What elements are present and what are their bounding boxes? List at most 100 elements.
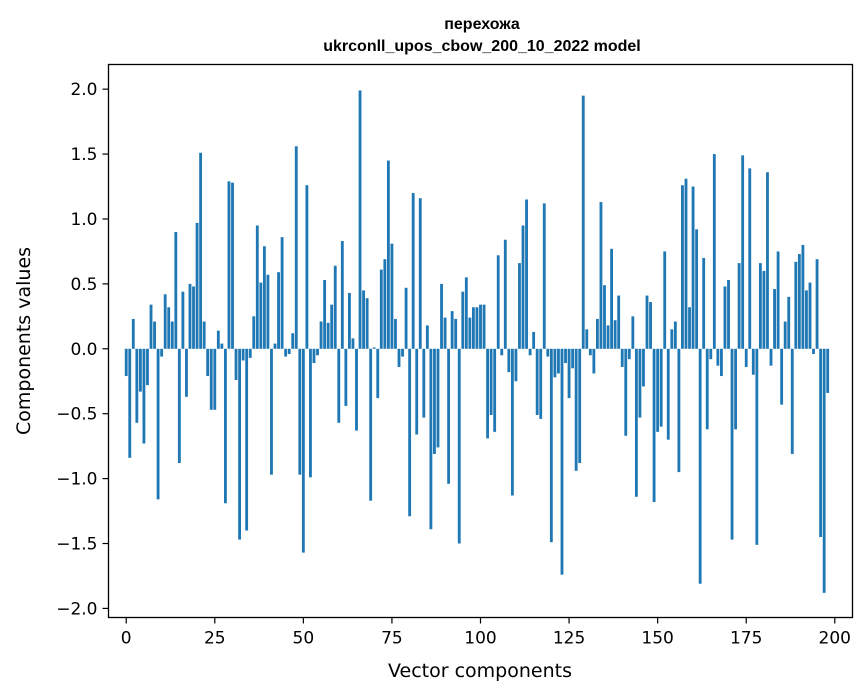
bar-191: [801, 244, 805, 349]
x-ticks: 0 25 50 75 100 125 150 175 200: [121, 617, 851, 649]
bar-63: [348, 292, 351, 349]
chart-title: перехожа: [444, 16, 520, 33]
bar-152: [663, 251, 667, 349]
bar-93: [454, 318, 458, 349]
bar-84: [422, 348, 426, 418]
bar-85: [425, 325, 429, 349]
bar-95: [461, 291, 465, 349]
bar-139: [617, 295, 621, 349]
bar-51: [305, 185, 309, 349]
x-tick-label: 0: [121, 629, 132, 649]
bar-64: [351, 338, 355, 349]
bar-50: [301, 348, 305, 553]
bar-44: [280, 237, 284, 349]
bar-25: [213, 348, 217, 410]
bar-34: [245, 348, 249, 531]
x-tick-label: 100: [464, 629, 496, 649]
y-ticks: −2.0 −1.5 −1.0 −0.5 0.0 0.5 1.0 1.5 2.0: [56, 80, 109, 619]
bar-150: [656, 348, 660, 432]
x-tick-label: 150: [641, 629, 673, 649]
x-tick-label: 75: [381, 629, 403, 649]
bar-53: [312, 348, 316, 364]
bar-127: [574, 348, 578, 471]
bar-69: [369, 348, 373, 501]
bar-3: [135, 348, 139, 423]
bar-161: [695, 229, 699, 349]
bar-135: [603, 285, 606, 349]
bar-78: [401, 348, 404, 357]
bar-128: [578, 348, 582, 464]
bar-4: [138, 348, 142, 392]
bar-60: [337, 348, 341, 423]
bar-54: [316, 348, 319, 356]
bar-5: [142, 348, 146, 444]
bar-7: [149, 304, 153, 349]
bar-137: [610, 248, 613, 349]
bar-182: [769, 348, 773, 366]
bar-52: [309, 348, 312, 478]
bar-0: [124, 348, 128, 377]
bar-107: [503, 239, 507, 349]
chart-subtitle: ukrconll_upos_cbow_200_10_2022 model: [323, 38, 640, 55]
bar-129: [581, 95, 585, 349]
bar-195: [815, 259, 819, 349]
bar-172: [734, 348, 737, 430]
bar-104: [493, 348, 497, 432]
bar-130: [585, 329, 589, 349]
bar-68: [365, 298, 369, 349]
bar-1: [128, 348, 132, 458]
bar-134: [599, 202, 603, 349]
bar-115: [532, 331, 536, 349]
bar-56: [323, 279, 327, 349]
bar-133: [596, 318, 599, 349]
bar-22: [202, 321, 206, 349]
bar-119: [546, 348, 550, 357]
bar-140: [620, 348, 624, 367]
bar-88: [436, 348, 440, 448]
y-tick-label: 1.0: [70, 210, 97, 230]
plot-frame: [107, 63, 854, 619]
bar-176: [748, 168, 752, 349]
bar-156: [677, 348, 681, 473]
bar-166: [712, 154, 716, 349]
y-tick-label: −2.0: [56, 599, 97, 619]
bar-76: [394, 318, 397, 349]
bar-62: [344, 348, 348, 406]
y-tick-label: −0.5: [56, 405, 97, 425]
bar-186: [783, 321, 787, 349]
bar-31: [234, 348, 238, 380]
bar-111: [518, 263, 521, 349]
bar-146: [642, 348, 645, 387]
bar-77: [397, 348, 401, 367]
bar-39: [262, 246, 266, 349]
bar-165: [709, 348, 713, 360]
bar-99: [475, 307, 479, 349]
bar-75: [390, 243, 394, 349]
bar-190: [797, 254, 801, 349]
bar-114: [528, 348, 532, 356]
bar-66: [358, 90, 362, 349]
bar-110: [514, 348, 518, 382]
bar-97: [468, 317, 472, 349]
bar-171: [730, 348, 734, 540]
bar-37: [255, 225, 259, 349]
x-tick-label: 50: [293, 629, 315, 649]
bar-82: [415, 348, 419, 435]
bar-179: [758, 263, 762, 349]
bar-41: [270, 348, 273, 475]
y-axis-label: Components values: [13, 247, 35, 435]
bar-30: [231, 182, 234, 349]
bar-197: [822, 348, 826, 593]
x-axis-label: Vector components: [388, 660, 572, 682]
bar-57: [326, 322, 330, 349]
bar-98: [472, 307, 475, 349]
bar-174: [741, 155, 745, 349]
bar-124: [564, 348, 567, 364]
bar-65: [355, 348, 358, 431]
bar-106: [500, 348, 504, 356]
bar-27: [220, 343, 224, 349]
bar-91: [447, 348, 451, 484]
bar-153: [666, 348, 670, 440]
bar-184: [776, 251, 780, 349]
